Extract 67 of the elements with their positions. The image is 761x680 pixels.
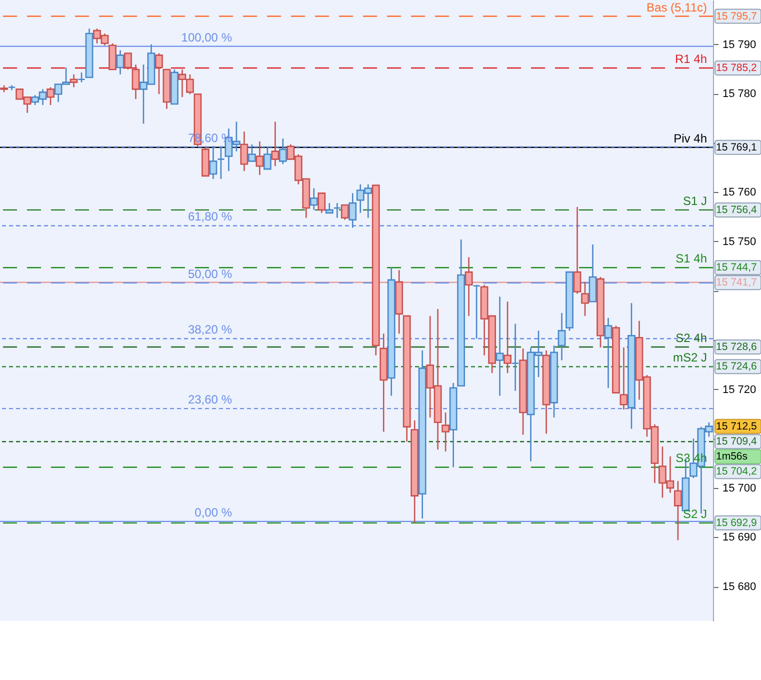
annotation: 50,00 % (188, 266, 232, 281)
annotation: 23,60 % (188, 392, 232, 407)
candlestick (511, 323, 520, 392)
y-tick-label: 15 760 (722, 186, 756, 199)
candlestick (340, 204, 349, 220)
candlestick (348, 192, 357, 228)
y-tick-label: 15 680 (722, 581, 756, 593)
candlestick (124, 52, 132, 70)
annotation: 100,00 % (181, 30, 232, 44)
candlestick (310, 188, 318, 211)
candlestick (496, 296, 504, 396)
text: 15 724,6 (716, 360, 758, 373)
text: 1m56s (716, 450, 748, 463)
candlestick (620, 346, 628, 410)
ref-line-label: S1 4h (676, 252, 707, 266)
y-tick-label: 15 750 (722, 236, 756, 248)
text: 15 704,2 (716, 466, 758, 478)
candlestick (155, 52, 163, 95)
annotation: 38,20 % (188, 322, 232, 337)
candlestick (325, 202, 334, 214)
ref-line-label: S3 4h (676, 451, 707, 466)
candlestick (263, 146, 272, 170)
candlestick (504, 300, 512, 374)
candlestick (318, 192, 326, 214)
ref-line-label: Bas (5,11c) (646, 0, 708, 14)
candlestick (116, 50, 124, 76)
ref-line-label: S1 J (682, 194, 707, 208)
candlestick (271, 121, 280, 167)
ref-line-label: R1 4h (674, 52, 707, 66)
ref-line-label: mS2 J (672, 350, 707, 365)
candlestick (209, 146, 218, 180)
y-tick-label: 15 790 (722, 38, 756, 51)
annotation: 61,80 % (188, 210, 232, 224)
text: 15 741,7 (716, 276, 758, 289)
candlestick (256, 140, 264, 176)
candlestick (240, 130, 248, 172)
candlestick (464, 256, 473, 317)
candlestick (46, 86, 54, 106)
ref-line-label: Piv 4h (674, 131, 707, 146)
candlestick (604, 317, 612, 389)
y-tick-label: 15 690 (722, 532, 756, 544)
text: 15 744,7 (716, 262, 758, 274)
ref-line-label: S2 J (682, 506, 707, 521)
y-tick-label: 15 780 (722, 88, 756, 100)
candlestick (132, 64, 140, 100)
candlestick (70, 74, 78, 88)
text: 15 756,4 (716, 204, 758, 216)
text: 15 728,6 (716, 340, 758, 353)
candlestick (217, 146, 225, 180)
y-tick-label: 15 720 (722, 384, 756, 396)
candlestick (278, 138, 287, 165)
candlestick (674, 480, 682, 541)
candlestick (78, 72, 86, 83)
text: 15 692,9 (716, 516, 758, 529)
candlestick (472, 284, 480, 340)
text: 15 785,2 (716, 62, 758, 74)
text: 15 795,7 (716, 10, 758, 22)
annotation: 0,00 % (194, 505, 232, 520)
candlestick (581, 281, 589, 317)
candlestick (333, 202, 342, 218)
candlestick (558, 312, 566, 361)
text: 15 712,5 (716, 420, 758, 432)
text: 15 769,1 (716, 141, 758, 154)
candlestick (248, 144, 256, 162)
y-tick-label: 15 700 (722, 482, 756, 494)
candlestick (573, 206, 582, 294)
text: 15 709,4 (716, 436, 758, 448)
